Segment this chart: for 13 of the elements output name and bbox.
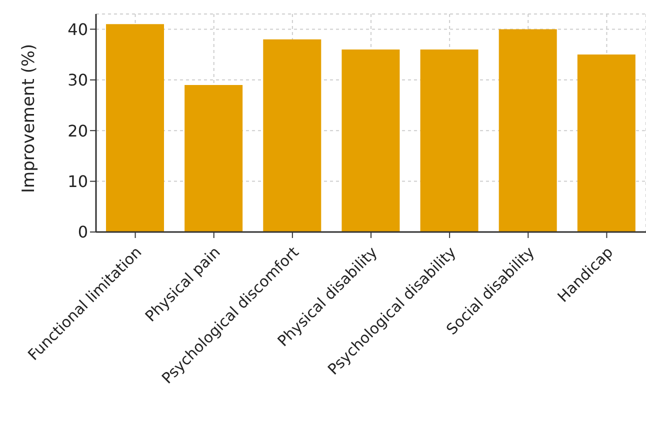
bar [263,39,322,232]
y-tick-label: 0 [78,222,88,242]
y-tick-label: 20 [68,121,88,140]
y-tick-label: 10 [68,172,88,191]
bar [342,49,400,232]
y-axis-title: Improvement (%) [19,44,40,193]
y-tick-label: 30 [68,70,88,90]
bar [577,54,636,232]
bar [420,49,478,232]
bar [106,24,164,232]
bar [184,84,243,232]
bar [498,29,557,232]
y-tick-label: 40 [68,20,88,39]
